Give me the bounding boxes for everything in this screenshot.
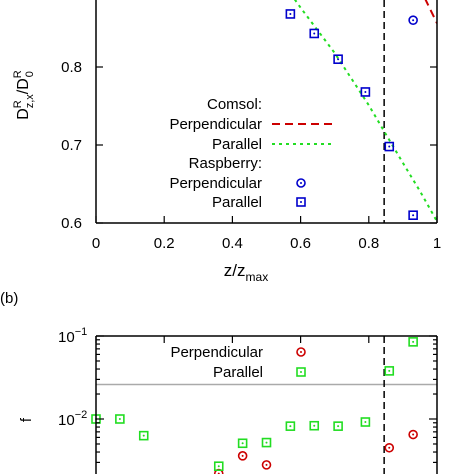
legend-raspberry-perpendicular-marker xyxy=(296,178,306,188)
legend-b-parallel-marker-dot xyxy=(300,371,302,373)
legend-b-parallel-marker xyxy=(296,367,306,377)
legend-raspberry-header: Raspberry: xyxy=(189,155,262,172)
panel-a-x-tick-label: 0.8 xyxy=(358,235,379,252)
panel-b-point-parallel xyxy=(261,437,272,448)
panel-b-point-parallel xyxy=(333,421,343,431)
panel-a-point-raspberry_parallel-dot xyxy=(364,90,367,93)
panel-a-x-tick-label: 0.6 xyxy=(290,235,311,252)
panel-a-y-tick-label: 0.6 xyxy=(61,215,82,232)
panel-b-point-parallel xyxy=(213,461,224,471)
panel-b-point-parallel-dot xyxy=(313,424,316,427)
legend-comsol-header: Comsol: xyxy=(207,96,262,113)
panel-b-point-parallel-dot xyxy=(289,425,292,428)
legend-b-perpendicular-marker-dot xyxy=(300,351,302,353)
legend-raspberry-perpendicular-marker-dot xyxy=(300,182,302,184)
legend-raspberry-perpendicular-label: Perpendicular xyxy=(169,175,262,192)
panel-a-x-axis-label-main: z/z xyxy=(224,261,246,280)
panel-b-point-parallel xyxy=(115,414,125,424)
panel-b-point-parallel-dot xyxy=(241,442,244,445)
panel-b-point-perpendicular-dot xyxy=(241,454,244,457)
panel-b-point-parallel-dot xyxy=(118,418,121,420)
panel-a-point-raspberry_perpendicular xyxy=(408,15,418,26)
panel-b-point-perpendicular xyxy=(261,460,272,470)
panel-b-axes xyxy=(95,335,438,474)
panel-a-point-raspberry_parallel-dot xyxy=(412,214,415,217)
panel-a-x-axis-label-sub: max xyxy=(246,270,269,284)
panel-b-y-axis-label: f xyxy=(18,417,35,422)
panel-a-series-lines xyxy=(293,0,437,222)
panel-a-axes xyxy=(95,0,438,224)
panel-a-legend: Comsol: Perpendicular Parallel Raspberry… xyxy=(169,96,332,211)
panel-b-point-parallel-dot xyxy=(142,434,145,437)
panel-a-y-tick-label: 0.8 xyxy=(61,59,82,76)
panel-a-point-raspberry_parallel-dot xyxy=(313,32,316,35)
panel-a-y-label-den-sup: R xyxy=(12,70,24,78)
panel-a-point-raspberry_parallel-dot xyxy=(289,12,292,15)
legend-raspberry-parallel-marker-dot xyxy=(300,201,302,203)
panel-a-x-tick-label: 1 xyxy=(433,235,441,252)
panel-a-line-comsol_perpendicular xyxy=(424,0,437,24)
panel-b-y-tick-label: 10−1 xyxy=(58,326,87,346)
panel-a-point-raspberry_parallel xyxy=(333,54,343,65)
legend-comsol-perpendicular-label: Perpendicular xyxy=(169,116,262,133)
panel-a-y-label-num-sub: z,x xyxy=(24,94,36,109)
panel-a-x-tick-label: 0 xyxy=(92,235,100,252)
panel-a-y-axis-label: DRz,x/DR0 xyxy=(12,70,36,120)
panel-a-y-label-num-sup: R xyxy=(12,100,24,108)
panel-b-point-parallel-dot xyxy=(337,425,340,428)
panel-b-y-tick-label: 10−2 xyxy=(58,409,87,429)
panel-a-tick-labels: 0 0.2 0.4 0.6 0.8 1 0.6 0.7 0.8 xyxy=(61,59,441,252)
panel-a: 0 0.2 0.4 0.6 0.8 1 0.6 0.7 0.8 z/zmax DRz,x/DR0… xyxy=(12,0,441,284)
panel-a-point-raspberry_parallel xyxy=(360,87,371,97)
panel-b-reference-lines xyxy=(96,336,437,474)
panel-b-point-parallel xyxy=(285,421,296,431)
panel-b-label: (b) xyxy=(0,290,18,307)
legend-comsol-parallel-label: Parallel xyxy=(212,136,262,153)
panel-b-point-parallel xyxy=(384,366,395,376)
panel-a-y-label-den-sub: 0 xyxy=(24,71,36,77)
panel-a-point-raspberry_parallel-dot xyxy=(388,145,391,148)
legend-raspberry-parallel-label: Parallel xyxy=(212,194,262,211)
panel-b-point-parallel-dot xyxy=(412,340,415,343)
panel-b-point-parallel-dot xyxy=(265,441,268,444)
legend-b-parallel-label: Parallel xyxy=(213,364,263,381)
panel-b-point-parallel-dot xyxy=(217,465,220,468)
panel-a-x-tick-label: 0.4 xyxy=(222,235,243,252)
panel-b-point-perpendicular-dot xyxy=(265,463,268,466)
panel-a-y-tick-label: 0.7 xyxy=(61,137,82,154)
panel-b-point-perpendicular xyxy=(237,451,248,461)
panel-b-legend: Perpendicular Parallel xyxy=(170,344,306,381)
panel-a-x-axis-label: z/zmax xyxy=(224,261,268,284)
panel-b-point-parallel-dot xyxy=(388,369,391,372)
panel-b: (b) 10−1 10−2 f Perpendicular Parallel xyxy=(0,290,438,474)
panel-a-point-raspberry_parallel xyxy=(309,28,320,39)
panel-b-point-parallel-dot xyxy=(364,421,367,424)
panel-b-point-perpendicular xyxy=(408,429,418,440)
legend-b-perpendicular-label: Perpendicular xyxy=(170,344,263,361)
panel-a-line-comsol_parallel xyxy=(293,0,437,222)
panel-a-point-raspberry_parallel xyxy=(384,141,395,152)
panel-a-point-raspberry_parallel xyxy=(408,210,418,220)
panel-a-point-raspberry_parallel-dot xyxy=(337,58,340,61)
legend-raspberry-parallel-marker xyxy=(296,197,306,207)
panel-a-markers xyxy=(285,9,418,220)
panel-b-tick-labels: 10−1 10−2 xyxy=(58,326,87,429)
panel-b-point-perpendicular-dot xyxy=(388,446,391,449)
panel-b-point-perpendicular-dot xyxy=(412,433,415,436)
panel-b-point-parallel xyxy=(360,417,371,427)
legend-b-perpendicular-marker xyxy=(296,347,306,357)
panel-b-point-perpendicular xyxy=(384,442,395,453)
panel-b-point-parallel xyxy=(237,438,248,449)
panel-b-point-parallel xyxy=(309,420,320,431)
panel-b-point-parallel xyxy=(408,337,418,347)
panel-a-point-raspberry_parallel xyxy=(285,9,296,19)
panel-a-point-raspberry_perpendicular-dot xyxy=(412,19,415,22)
panel-b-point-parallel xyxy=(138,430,149,441)
panel-a-x-tick-label: 0.2 xyxy=(154,235,175,252)
